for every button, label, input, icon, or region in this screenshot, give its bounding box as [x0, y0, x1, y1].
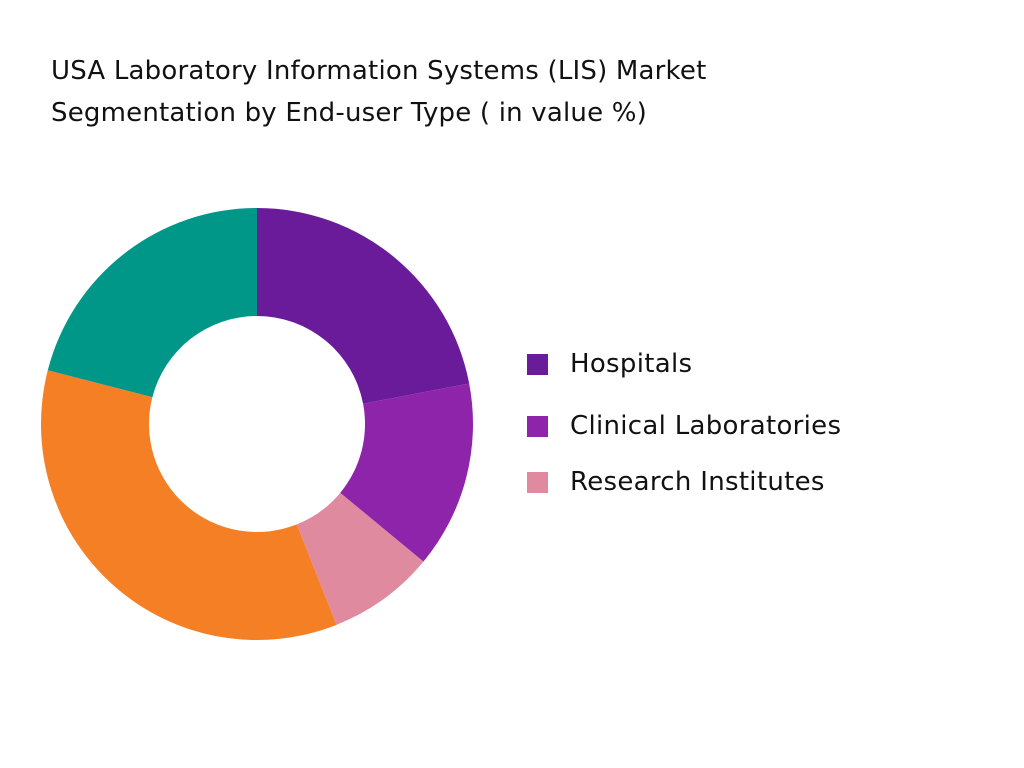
chart-title: USA Laboratory Information Systems (LIS)… [51, 50, 911, 134]
donut-slice-research-institutes [296, 492, 424, 625]
donut-slice-unlabeled-4 [40, 370, 337, 640]
donut-slice-clinical-laboratories [340, 383, 473, 562]
legend-label-hospitals: Hospitals [570, 349, 693, 379]
chart-title-line-2: Segmentation by End-user Type ( in value… [51, 98, 648, 128]
legend-label-clinical-laboratories: Clinical Laboratories [570, 411, 842, 441]
legend-swatch-clinical-laboratories [527, 415, 548, 437]
donut-slice-unlabeled-5 [47, 208, 257, 398]
chart-title-line-1: USA Laboratory Information Systems (LIS)… [51, 56, 707, 86]
legend-swatch-research-institutes [527, 471, 548, 493]
legend-item-hospitals: Hospitals [527, 344, 692, 384]
donut-slice-hospitals [257, 208, 470, 404]
legend-label-research-institutes: Research Institutes [570, 467, 825, 497]
legend-item-clinical-laboratories: Clinical Laboratories [527, 406, 841, 446]
legend-swatch-hospitals [527, 353, 548, 375]
donut-chart [40, 208, 473, 640]
legend-item-research-institutes: Research Institutes [527, 462, 825, 502]
